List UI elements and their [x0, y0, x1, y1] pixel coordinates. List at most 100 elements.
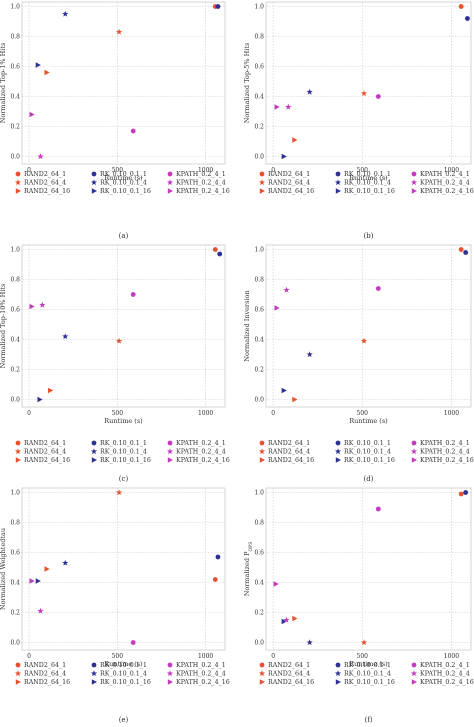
legend-label-rk-0-10-0-1-4: RK_0.10_0.1_4 [100, 671, 147, 678]
y-tick-label: 0.2 [10, 367, 20, 374]
point-rk-0-10-0-1-4 [306, 639, 313, 646]
x-tick-label: 500 [357, 167, 369, 174]
y-tick-label: 0.4 [10, 94, 20, 101]
legend-label-rand2-64-16: RAND2_64_16 [268, 457, 314, 464]
y-tick-label: 1.0 [10, 4, 20, 11]
legend-label-kpath-0-2-4-4: KPATH_0.2_4_4 [420, 671, 470, 678]
chart-panel-d: 0 500 1000 0.0 0.2 0.4 0.6 0.8 1.0 Runtime (s) Nor… [243, 244, 474, 483]
legend-marker-kpath-0-2-4-16 [167, 679, 173, 685]
legend-label-rand2-64-16: RAND2_64_16 [268, 188, 314, 195]
legend-marker-kpath-0-2-4-16 [167, 457, 173, 463]
legend-label-rand2-64-1: RAND2_64_1 [268, 662, 310, 669]
y-axis-label: Normalized Top-5% Hits [243, 43, 251, 124]
legend-marker-rk-0-10-0-1-4 [334, 448, 342, 455]
chart-panel-c: 0 500 1000 0.0 0.2 0.4 0.6 0.8 1.0 Runtime (s) Nor… [0, 244, 230, 483]
legend-label-rk-0-10-0-1-4: RK_0.10_0.1_4 [344, 671, 391, 678]
legend-marker-rk-0-10-0-1-16 [335, 679, 341, 685]
panel-label: (e) [119, 716, 129, 724]
point-rand2-64-4 [115, 489, 123, 496]
y-tick-label: 0.2 [254, 610, 264, 617]
legend-marker-rand2-64-16 [259, 188, 265, 194]
point-kpath-0-2-4-1 [375, 286, 381, 291]
legend-marker-rk-0-10-0-1-4 [334, 670, 342, 677]
legend-label-kpath-0-2-4-4: KPATH_0.2_4_4 [176, 449, 226, 456]
plot-frame [265, 244, 472, 408]
point-kpath-0-2-4-1 [375, 94, 381, 99]
legend-label-kpath-0-2-4-1: KPATH_0.2_4_1 [176, 171, 226, 178]
x-tick-label: 0 [271, 410, 275, 417]
point-rk-0-10-0-1-4 [306, 88, 313, 95]
y-tick-label: 1.0 [10, 247, 20, 254]
x-tick-label: 1000 [198, 167, 213, 174]
point-kpath-0-2-4-1 [130, 292, 136, 297]
point-rk-0-10-0-1-16 [35, 62, 41, 68]
x-axis-label: Runtime (s) [349, 660, 388, 668]
legend-marker-kpath-0-2-4-4 [410, 670, 418, 677]
y-tick-label: 0.8 [10, 277, 20, 284]
plot-frame [21, 1, 226, 165]
legend-label-rand2-64-4: RAND2_64_4 [24, 180, 66, 187]
point-kpath-0-2-4-1 [375, 506, 381, 512]
y-tick-label: 0.6 [10, 307, 20, 314]
point-rk-0-10-0-1-16 [281, 618, 287, 625]
legend-label-rand2-64-4: RAND2_64_4 [24, 671, 66, 678]
point-rand2-64-16 [292, 396, 298, 403]
legend-label-rand2-64-1: RAND2_64_1 [24, 171, 66, 178]
x-tick-label: 1000 [198, 410, 213, 417]
y-tick-label: 0.2 [254, 124, 264, 131]
x-tick-label: 500 [112, 410, 124, 417]
legend-marker-rand2-64-4 [14, 670, 22, 677]
point-rand2-64-1 [458, 247, 464, 252]
legend-marker-rand2-64-1 [15, 662, 21, 668]
legend-marker-rk-0-10-0-1-1 [91, 440, 97, 446]
point-rk-0-10-0-1-16 [35, 578, 41, 584]
point-rk-0-10-0-1-4 [62, 333, 69, 340]
legend-label-kpath-0-2-4-4: KPATH_0.2_4_4 [420, 180, 470, 187]
legend-label-kpath-0-2-4-1: KPATH_0.2_4_1 [420, 171, 470, 178]
legend-marker-rand2-64-1 [259, 662, 265, 668]
panel-label: (a) [119, 232, 129, 240]
point-kpath-0-2-4-16 [29, 303, 35, 310]
legend-label-rk-0-10-0-1-1: RK_0.10_0.1_1 [100, 171, 147, 178]
legend-label-kpath-0-2-4-16: KPATH_0.2_4_16 [176, 188, 230, 195]
x-axis-label: Runtime (s) [349, 174, 388, 182]
y-tick-label: 0.0 [10, 640, 20, 647]
point-rk-0-10-0-1-16 [281, 153, 287, 160]
point-rk-0-10-0-1-4 [306, 351, 313, 358]
point-rk-0-10-0-1-1 [465, 16, 470, 21]
point-rand2-64-16 [44, 69, 50, 76]
x-tick-label: 1000 [444, 410, 459, 417]
y-tick-label: 1.0 [254, 490, 264, 497]
y-tick-label: 0.4 [10, 580, 20, 587]
y-tick-label: 1.0 [254, 4, 264, 11]
legend-label-kpath-0-2-4-4: KPATH_0.2_4_4 [176, 671, 226, 678]
panel-label: (f) [364, 716, 372, 724]
point-rk-0-10-0-1-4 [62, 559, 69, 566]
legend-marker-kpath-0-2-4-4 [166, 179, 174, 186]
legend-label-rk-0-10-0-1-16: RK_0.10_0.1_16 [344, 457, 395, 464]
legend-label-rand2-64-4: RAND2_64_4 [268, 180, 310, 187]
point-rand2-64-4 [115, 337, 123, 344]
point-kpath-0-2-4-16 [29, 111, 35, 118]
point-kpath-0-2-4-16 [274, 305, 280, 311]
point-kpath-0-2-4-4 [283, 616, 290, 623]
legend-marker-kpath-0-2-4-16 [167, 188, 173, 194]
x-tick-label: 0 [27, 653, 31, 660]
legend-label-rk-0-10-0-1-1: RK_0.10_0.1_1 [344, 662, 391, 669]
y-tick-label: 0.2 [10, 610, 20, 617]
y-tick-label: 0.0 [254, 154, 264, 161]
legend-marker-kpath-0-2-4-4 [166, 670, 174, 677]
legend-marker-kpath-0-2-4-1 [411, 171, 417, 177]
panel-label: (c) [119, 475, 129, 483]
legend-marker-rand2-64-1 [15, 171, 21, 177]
plot-frame [21, 487, 226, 651]
legend-label-rand2-64-16: RAND2_64_16 [268, 679, 314, 686]
legend-marker-rand2-64-1 [15, 440, 21, 446]
legend-marker-rk-0-10-0-1-4 [90, 670, 98, 677]
y-axis-label: Normalized Top-1% Hits [0, 43, 7, 124]
x-tick-label: 0 [27, 167, 31, 174]
legend-marker-rand2-64-4 [258, 179, 266, 186]
point-kpath-0-2-4-4 [39, 301, 46, 308]
